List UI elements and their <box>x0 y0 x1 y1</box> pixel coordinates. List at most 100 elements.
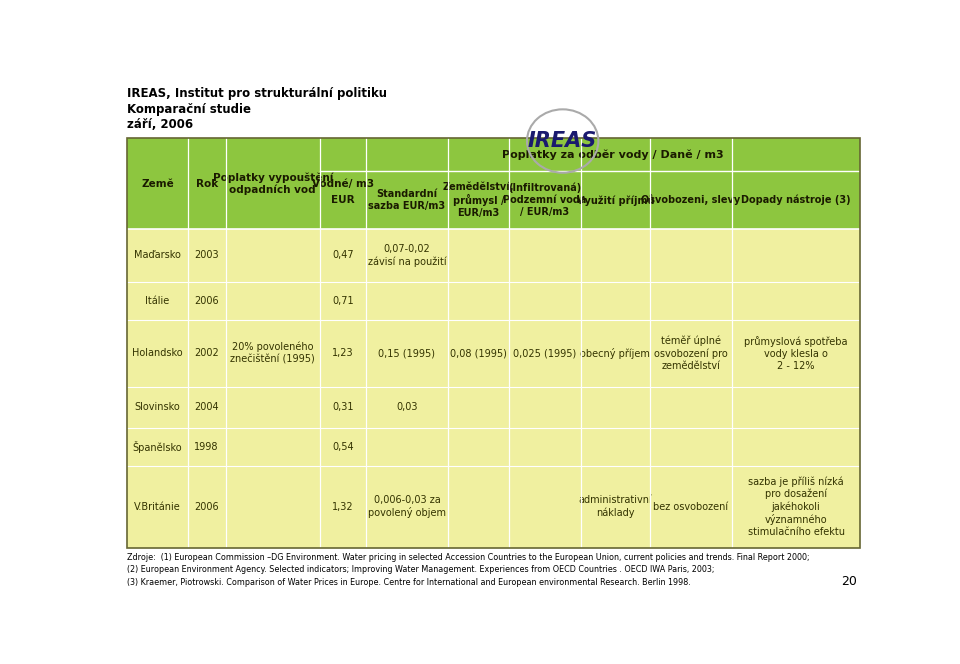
Bar <box>448 282 509 319</box>
Text: 2004: 2004 <box>194 402 219 412</box>
Bar <box>732 428 860 465</box>
Bar <box>226 387 320 428</box>
Bar <box>509 171 581 229</box>
Bar <box>732 282 860 319</box>
Bar <box>581 171 650 229</box>
Bar <box>509 428 581 465</box>
Bar <box>128 465 187 548</box>
Text: Slovinsko: Slovinsko <box>134 402 180 412</box>
Text: V.Británie: V.Británie <box>134 501 180 511</box>
Text: Španělsko: Španělsko <box>132 441 182 453</box>
Text: IREAS: IREAS <box>528 131 597 151</box>
Bar <box>650 319 732 387</box>
Bar <box>366 139 860 171</box>
Bar <box>226 319 320 387</box>
Text: 2006: 2006 <box>194 295 219 305</box>
Text: 1,32: 1,32 <box>332 501 353 511</box>
Bar <box>226 428 320 465</box>
Text: Komparační studie: Komparační studie <box>128 103 252 116</box>
Text: Poplatky za odběr vody / Daně / m3: Poplatky za odběr vody / Daně / m3 <box>502 149 724 160</box>
Bar <box>187 282 226 319</box>
Bar <box>128 387 187 428</box>
Bar <box>366 319 448 387</box>
Bar <box>366 171 448 229</box>
Bar <box>366 282 448 319</box>
Bar <box>732 229 860 282</box>
Bar <box>187 229 226 282</box>
Bar <box>320 465 366 548</box>
Text: 0,08 (1995): 0,08 (1995) <box>450 348 507 358</box>
Bar <box>732 171 860 229</box>
Text: 0,71: 0,71 <box>332 295 353 305</box>
Text: Poplatky vypouštění
odpadních vod: Poplatky vypouštění odpadních vod <box>212 172 333 195</box>
Text: září, 2006: září, 2006 <box>128 118 194 131</box>
Bar <box>448 229 509 282</box>
Bar <box>509 319 581 387</box>
Bar <box>509 282 581 319</box>
Text: 1,23: 1,23 <box>332 348 353 358</box>
Text: Zdroje:  (1) European Commission –DG Environment. Water pricing in selected Acce: Zdroje: (1) European Commission –DG Envi… <box>128 552 810 562</box>
Bar <box>509 229 581 282</box>
Bar <box>366 229 448 282</box>
Bar <box>509 465 581 548</box>
Bar <box>128 282 187 319</box>
Text: Využití příjmů: Využití příjmů <box>577 194 654 206</box>
Bar <box>320 171 366 229</box>
Bar <box>650 428 732 465</box>
Text: sazba je příliš nízká
pro dosažení
jakéhokoli
významného
stimulačního efektu: sazba je příliš nízká pro dosažení jakéh… <box>748 476 845 537</box>
Text: 0,006-0,03 za
povolený objem: 0,006-0,03 za povolený objem <box>368 495 446 518</box>
Bar <box>581 428 650 465</box>
Bar <box>366 428 448 465</box>
Text: Osvobozeni, slevy: Osvobozeni, slevy <box>641 195 740 205</box>
Text: Dopady nástroje (3): Dopady nástroje (3) <box>741 195 851 205</box>
Text: 2002: 2002 <box>194 348 219 358</box>
Text: Země: Země <box>141 179 174 189</box>
Bar <box>581 387 650 428</box>
Bar <box>650 171 732 229</box>
Text: Rok: Rok <box>196 179 218 189</box>
Bar <box>366 387 448 428</box>
Bar <box>650 465 732 548</box>
Text: Zemědělství,
průmysl /
EUR/m3: Zemědělství, průmysl / EUR/m3 <box>443 181 515 218</box>
Bar <box>128 139 860 548</box>
Bar <box>187 139 226 229</box>
Text: (3) Kraemer, Piotrowski. Comparison of Water Prices in Europe. Centre for Intern: (3) Kraemer, Piotrowski. Comparison of W… <box>128 578 691 587</box>
Bar <box>320 319 366 387</box>
Bar <box>320 139 366 229</box>
Text: Itálie: Itálie <box>145 295 170 305</box>
Bar <box>128 229 187 282</box>
Bar <box>128 139 187 229</box>
Bar <box>366 465 448 548</box>
Text: 0,31: 0,31 <box>332 402 353 412</box>
Bar <box>226 229 320 282</box>
Text: 0,54: 0,54 <box>332 442 353 452</box>
Text: IREAS, Institut pro strukturální politiku: IREAS, Institut pro strukturální politik… <box>128 88 388 100</box>
Bar <box>732 387 860 428</box>
Bar <box>448 465 509 548</box>
Text: Holandsko: Holandsko <box>132 348 182 358</box>
Bar <box>187 387 226 428</box>
Bar <box>509 387 581 428</box>
Bar <box>732 319 860 387</box>
Text: 0,47: 0,47 <box>332 250 353 260</box>
Bar <box>650 229 732 282</box>
Text: téměř úplné
osvobození pro
zemědělství: téměř úplné osvobození pro zemědělství <box>654 336 728 371</box>
Text: Standardní
sazba EUR/m3: Standardní sazba EUR/m3 <box>369 189 445 211</box>
Text: Vodné/ m3: Vodné/ m3 <box>312 179 373 189</box>
Bar <box>226 465 320 548</box>
Bar <box>226 139 320 229</box>
Text: 20% povoleného
znečištění (1995): 20% povoleného znečištění (1995) <box>230 342 315 365</box>
Text: Maďarsko: Maďarsko <box>134 250 180 260</box>
Bar <box>650 387 732 428</box>
Bar <box>128 319 187 387</box>
Bar <box>448 428 509 465</box>
Bar <box>320 387 366 428</box>
Bar <box>226 282 320 319</box>
Bar <box>581 465 650 548</box>
Bar <box>448 387 509 428</box>
Text: 0,07-0,02
závisí na použití: 0,07-0,02 závisí na použití <box>368 244 446 267</box>
Bar <box>581 282 650 319</box>
Bar <box>650 282 732 319</box>
Text: 2006: 2006 <box>194 501 219 511</box>
Bar <box>320 282 366 319</box>
